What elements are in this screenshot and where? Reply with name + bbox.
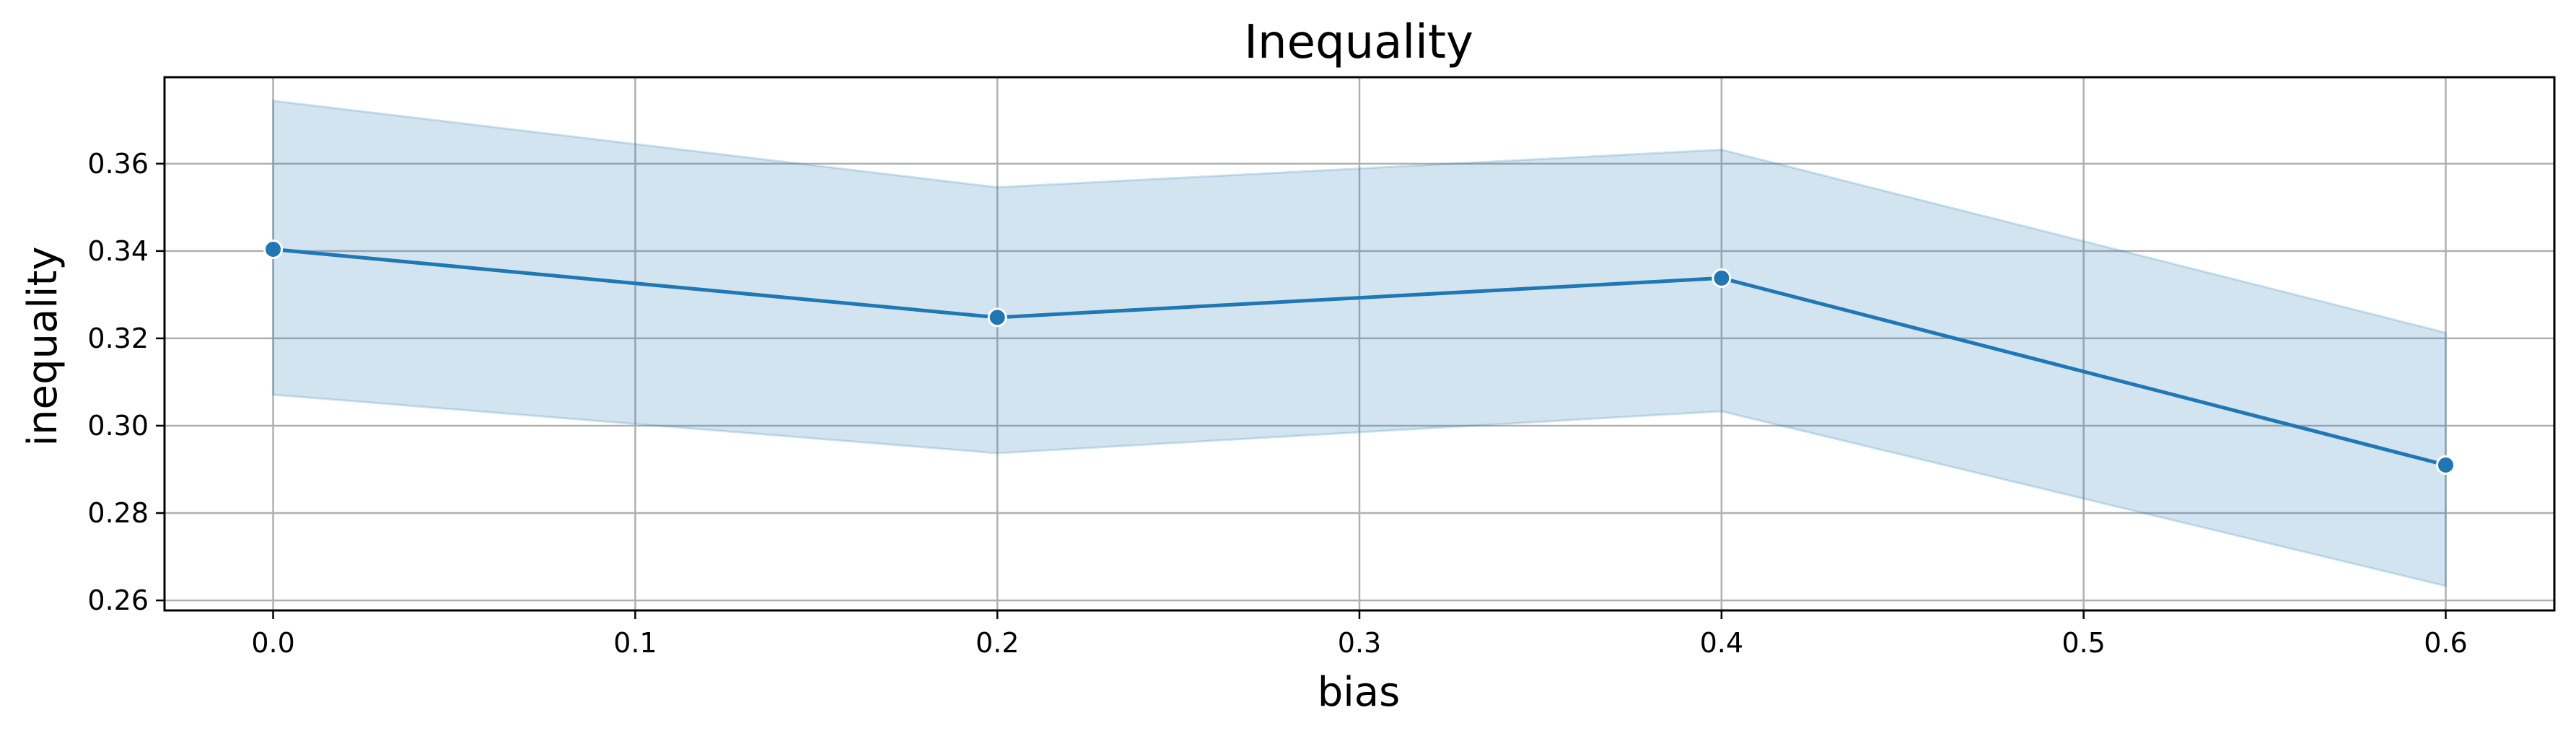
data-points [263,239,2455,475]
y-tick-label: 0.26 [87,584,149,616]
y-tick-label: 0.32 [87,323,149,354]
x-axis-ticks: 0.0 0.1 0.2 0.3 0.4 0.5 0.6 [251,610,2468,659]
y-tick-label: 0.36 [87,148,149,180]
x-tick-label: 0.6 [2424,627,2467,659]
data-point-marker [2435,455,2455,475]
y-tick-label: 0.28 [87,497,149,529]
x-tick-label: 0.1 [613,627,657,659]
y-axis-label: inequality [19,246,66,446]
x-axis-label: bias [1318,669,1401,716]
gridlines [165,77,2554,610]
x-tick-label: 0.2 [976,627,1019,659]
y-tick-label: 0.34 [87,235,149,267]
x-tick-label: 0.5 [2062,627,2105,659]
y-axis-ticks: 0.26 0.28 0.30 0.32 0.34 0.36 [87,148,165,616]
x-tick-label: 0.0 [251,627,294,659]
series-line [273,247,2447,467]
x-tick-label: 0.3 [1338,627,1381,659]
mean-line [273,247,2447,467]
chart-title: Inequality [1244,16,1473,69]
data-point-marker [263,239,284,259]
x-tick-label: 0.4 [1700,627,1743,659]
data-point-marker [987,307,1007,328]
confidence-interval-area [272,99,2447,588]
data-point-marker [1712,268,1732,288]
y-tick-label: 0.30 [87,410,149,442]
confidence-band [272,99,2447,588]
